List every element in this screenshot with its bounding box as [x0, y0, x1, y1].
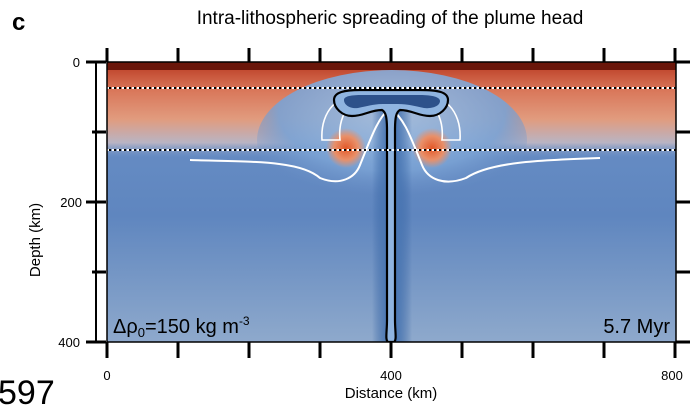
- plume-head: [332, 88, 450, 342]
- density-subscript: 0: [138, 325, 145, 340]
- y-tick-label: 0: [73, 55, 80, 70]
- figure-title: Intra-lithospheric spreading of the plum…: [197, 8, 584, 29]
- density-symbol: Δρ: [113, 316, 138, 338]
- crust-layer: [107, 62, 676, 70]
- x-tick-label: 800: [661, 368, 683, 383]
- corner-number: 597: [0, 374, 55, 408]
- x-tick-label: 0: [103, 368, 110, 383]
- x-tick-label: 400: [380, 368, 402, 383]
- y-axis-right: [676, 60, 690, 344]
- time-annotation: 5.7 Myr: [603, 316, 670, 338]
- density-exponent: -3: [239, 314, 250, 328]
- y-axis-title: Depth (km): [27, 203, 44, 277]
- density-value: =150 kg m: [145, 316, 239, 338]
- x-axis-top-ticks: [105, 48, 677, 62]
- y-axis: [86, 60, 106, 344]
- hot-spot-left: [326, 128, 366, 168]
- plume-head-core: [344, 95, 440, 109]
- y-tick-label: 400: [58, 335, 80, 350]
- density-annotation: Δρ0=150 kg m-3: [113, 314, 250, 340]
- y-tick-label: 200: [60, 195, 82, 210]
- x-axis: [105, 342, 677, 358]
- plot-area: [107, 62, 676, 342]
- panel-label: c: [12, 9, 25, 36]
- x-axis-title: Distance (km): [345, 385, 438, 402]
- hot-spot-right: [412, 128, 452, 168]
